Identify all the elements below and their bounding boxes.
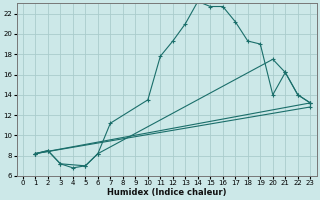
X-axis label: Humidex (Indice chaleur): Humidex (Indice chaleur) bbox=[107, 188, 226, 197]
